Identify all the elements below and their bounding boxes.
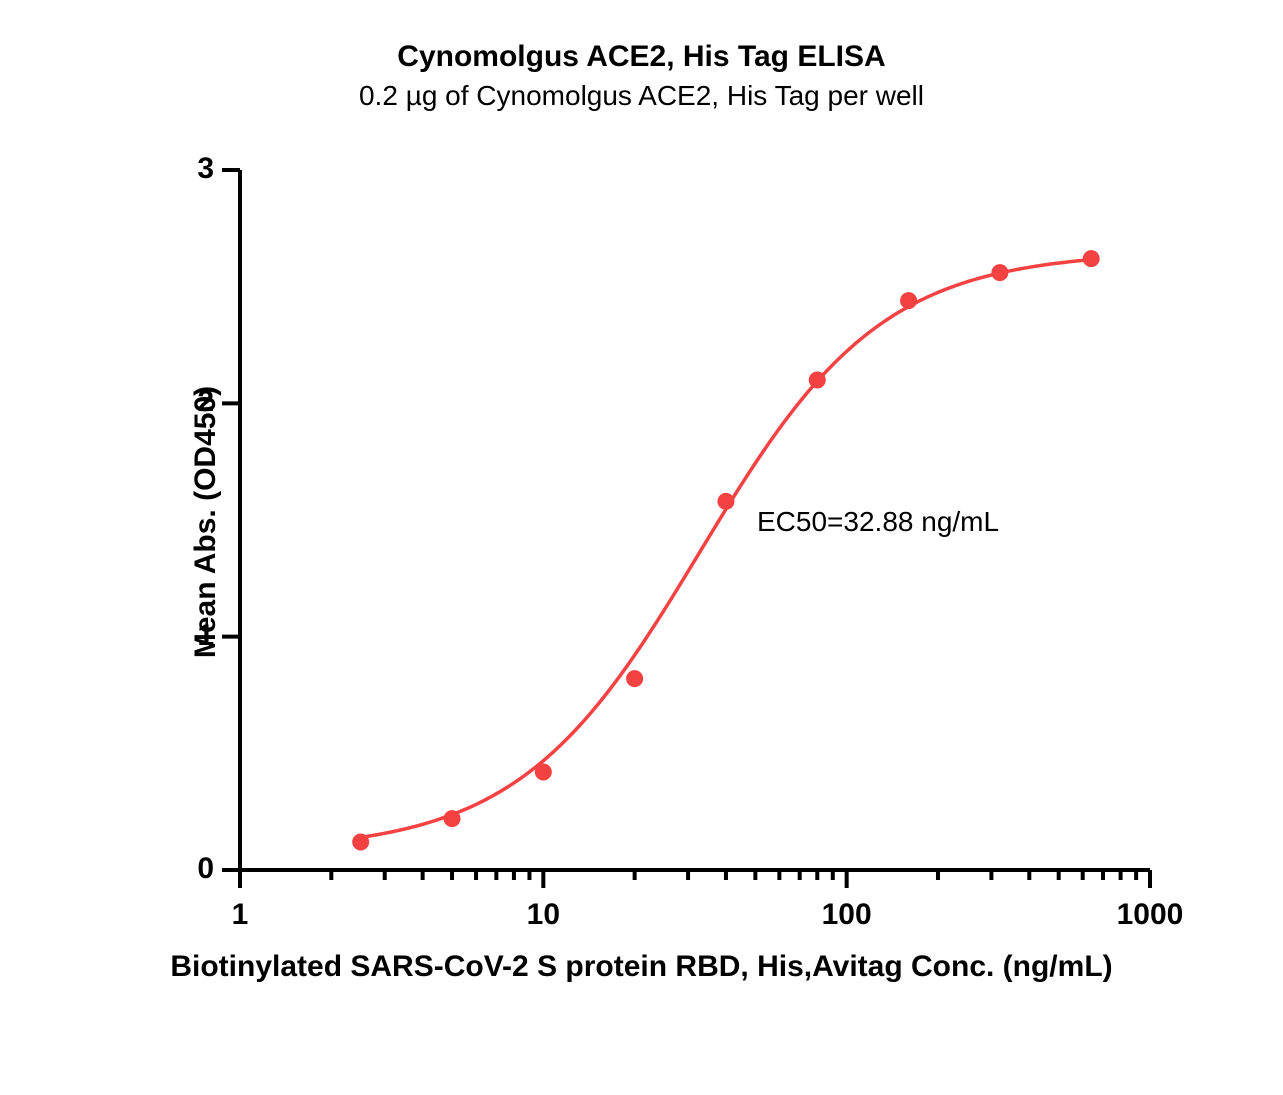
- x-tick-label: 1: [200, 898, 280, 932]
- x-axis-label: Biotinylated SARS-CoV-2 S protein RBD, H…: [0, 950, 1283, 984]
- x-tick-label: 10: [503, 898, 583, 932]
- y-tick-label: 2: [197, 385, 214, 419]
- y-tick-label: 3: [197, 152, 214, 186]
- y-axis-label: Mean Abs. (OD450): [189, 386, 223, 658]
- y-tick-label: 0: [197, 852, 214, 886]
- ec50-annotation: EC50=32.88 ng/mL: [757, 506, 999, 538]
- chart-container: Cynomolgus ACE2, His Tag ELISA 0.2 µg of…: [0, 0, 1283, 1095]
- x-tick-label: 1000: [1110, 898, 1190, 932]
- x-tick-label: 100: [807, 898, 887, 932]
- y-tick-label: 1: [197, 619, 214, 653]
